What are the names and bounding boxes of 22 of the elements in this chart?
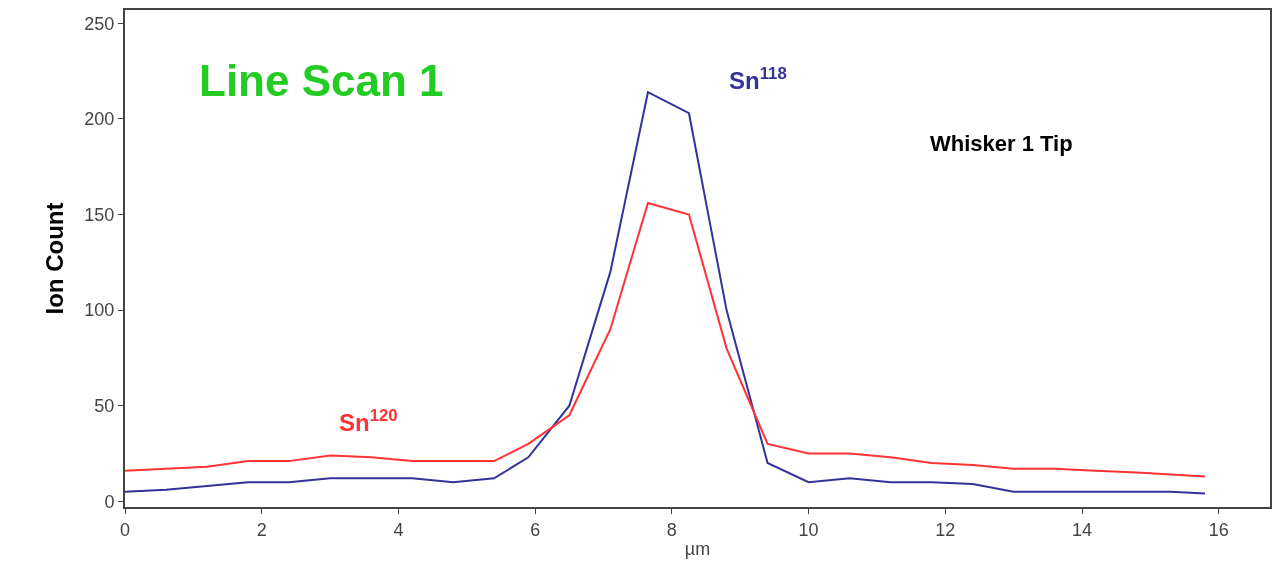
y-tick-label: 200 (84, 109, 115, 130)
x-tick-label: 4 (393, 519, 404, 540)
line-series (125, 202, 1207, 478)
y-axis-title: Ion Count (40, 202, 68, 315)
x-axis-title: µm (684, 539, 711, 560)
x-tick-label: 6 (530, 519, 541, 540)
x-tick-label: 10 (798, 519, 819, 540)
annotation: Whisker 1 Tip (930, 131, 1073, 156)
y-tick-label: 100 (84, 300, 115, 321)
x-tick-label: 16 (1208, 519, 1229, 540)
x-tick-label: 2 (256, 519, 267, 540)
x-tick-label: 14 (1071, 519, 1093, 540)
y-tick-label: 150 (84, 204, 115, 225)
y-tick-label: 50 (94, 395, 115, 416)
text: Line Scan 1 (199, 56, 444, 106)
y-tick-label: 0 (104, 491, 115, 512)
x-tick-label: 0 (119, 519, 131, 540)
series-label: Sn$^{120}$ (339, 406, 398, 437)
y-tick-label: 250 (84, 13, 115, 34)
series-label: Sn$^{118}$ (729, 64, 787, 95)
x-tick-label: 12 (935, 519, 956, 540)
x-tick-label: 8 (666, 519, 677, 540)
